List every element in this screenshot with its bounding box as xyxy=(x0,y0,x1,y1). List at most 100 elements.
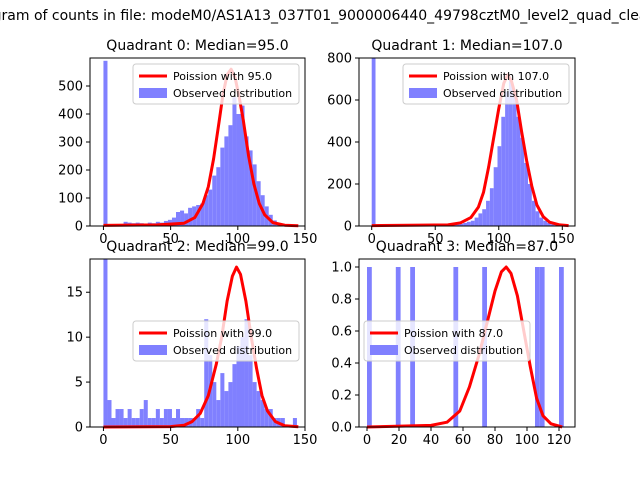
legend-bar-swatch xyxy=(409,88,437,98)
histogram-bar xyxy=(200,203,205,226)
x-tick-label: 40 xyxy=(423,433,440,448)
quadrant-1-panel: Quadrant 1: Median=107.0 0 50 100 150 0 200 400… xyxy=(327,38,576,247)
histogram-bar xyxy=(539,217,544,226)
subplot-grid: Quadrant 0: Median=95.00 50 100 15001002003… xyxy=(58,38,576,448)
histogram-bar xyxy=(512,95,517,226)
x-tick-label: 150 xyxy=(550,232,575,247)
x-tick-label: 50 xyxy=(162,232,179,247)
histogram-bar xyxy=(151,418,156,427)
axes-frame xyxy=(358,258,576,428)
histogram-bar xyxy=(224,136,229,226)
y-tick-label: 400 xyxy=(58,108,83,123)
x-tick-label: 0 xyxy=(363,433,371,448)
histogram-bar xyxy=(489,188,494,226)
histogram-bar xyxy=(524,163,528,226)
legend-bar-label: Observed distribution xyxy=(443,87,562,100)
legend-bar-label: Observed distribution xyxy=(404,344,523,357)
histogram-bar xyxy=(474,217,479,226)
y-tick-label: 0.4 xyxy=(331,357,352,372)
quadrant-3-title: Quadrant 3: Median=87.0 xyxy=(376,239,558,255)
legend-line-label: Poission with 99.0 xyxy=(173,327,272,340)
legend-bar-swatch xyxy=(370,345,398,355)
x-tick-label: 100 xyxy=(515,433,540,448)
quadrant-1-title: Quadrant 1: Median=107.0 xyxy=(371,38,562,54)
histogram-bar xyxy=(244,136,249,226)
histogram-bar xyxy=(143,400,148,427)
histogram-bar xyxy=(280,418,285,427)
histogram-bar xyxy=(248,150,253,226)
legend: Poission with 107.0 Observed distribution xyxy=(402,63,570,105)
histogram-bar xyxy=(159,418,164,427)
histogram-bar xyxy=(371,58,376,226)
histogram-bar xyxy=(535,211,540,226)
histogram-bar xyxy=(501,116,506,226)
x-tick-label: 50 xyxy=(427,232,444,247)
histogram-bar xyxy=(220,373,225,427)
x-tick-label: 150 xyxy=(293,232,318,247)
histogram-bar xyxy=(204,319,209,427)
histogram-bar xyxy=(127,409,132,427)
histogram-bar xyxy=(292,418,297,427)
y-tick-label: 500 xyxy=(58,80,83,95)
histogram-bar xyxy=(240,105,245,226)
y-tick-label: 300 xyxy=(58,136,83,151)
histogram-bar xyxy=(547,222,551,226)
y-tick-label: 100 xyxy=(58,192,83,207)
quadrant-2-title: Quadrant 2: Median=99.0 xyxy=(106,239,288,255)
histogram-bar xyxy=(208,189,213,226)
poisson-curve xyxy=(366,265,563,429)
legend-box xyxy=(363,320,531,362)
histogram-bar xyxy=(543,220,548,226)
x-tick-label: 100 xyxy=(225,433,250,448)
histogram-bar xyxy=(463,222,467,226)
legend: Poission with 87.0 Observed distribution xyxy=(363,320,531,362)
figure-suptitle: Histogram of counts in file: modeM0/AS1A… xyxy=(0,8,640,24)
x-tick-label: 0 xyxy=(99,232,107,247)
histogram-bar xyxy=(467,221,471,226)
histogram-bar xyxy=(204,195,209,226)
y-tick-label: 10 xyxy=(66,331,83,346)
histogram-bar xyxy=(236,346,241,427)
y-tick-label: 0 xyxy=(75,220,83,235)
histogram-bar xyxy=(240,337,245,427)
x-tick-label: 120 xyxy=(547,433,572,448)
histogram-bar xyxy=(260,400,265,427)
quadrant-0-panel: Quadrant 0: Median=95.0 0 50 100 150 0 100 200 3… xyxy=(58,38,317,247)
histogram-bar xyxy=(493,167,498,226)
histogram-bar xyxy=(459,223,464,226)
histogram-bar xyxy=(111,418,116,427)
histogram-bar xyxy=(482,209,487,226)
histogram-bar xyxy=(216,167,221,226)
x-tick-label: 100 xyxy=(225,232,250,247)
y-tick-label: 0.8 xyxy=(331,293,352,308)
histogram-bar xyxy=(155,409,160,427)
histogram-bar xyxy=(228,382,233,427)
histogram-bar xyxy=(196,205,201,226)
histogram-bar xyxy=(139,409,144,427)
histogram-bar xyxy=(236,114,241,226)
histogram-bar xyxy=(180,210,185,226)
legend-bar-label: Observed distribution xyxy=(173,344,292,357)
y-tick-label: 600 xyxy=(327,94,352,109)
histogram-bar xyxy=(470,220,475,226)
histogram-bar xyxy=(163,409,168,427)
histogram-bar xyxy=(123,418,128,427)
histogram-bar xyxy=(184,418,189,427)
histogram-bar xyxy=(192,418,197,427)
histogram-bar xyxy=(176,212,181,226)
histogram-bar xyxy=(508,79,513,226)
x-tick-label: 20 xyxy=(391,433,408,448)
histogram-bar xyxy=(216,400,221,427)
x-tick-label: 80 xyxy=(487,433,504,448)
legend-line-label: Poission with 87.0 xyxy=(404,327,503,340)
x-tick-label: 50 xyxy=(162,433,179,448)
histogram-bar xyxy=(559,267,564,427)
quadrant-0-title: Quadrant 0: Median=95.0 xyxy=(106,38,288,54)
y-tick-label: 0.0 xyxy=(331,421,352,436)
histogram-bar xyxy=(176,409,181,427)
legend: Poission with 95.0 Observed distribution xyxy=(132,63,300,105)
y-tick-label: 400 xyxy=(327,136,352,151)
y-tick-label: 0 xyxy=(75,421,83,436)
histogram-bar xyxy=(107,400,112,427)
